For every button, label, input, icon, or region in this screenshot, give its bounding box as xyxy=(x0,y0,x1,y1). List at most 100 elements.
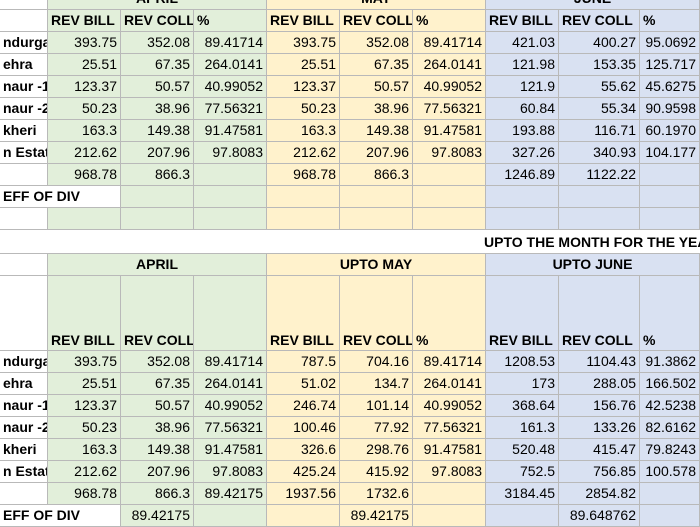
top-data-cell[interactable]: 866.3 xyxy=(340,164,413,186)
bottom-column-header[interactable]: % xyxy=(413,276,486,351)
top-blank-cell[interactable] xyxy=(559,208,640,230)
bottom-data-cell[interactable]: 207.96 xyxy=(121,461,194,483)
top-blank-cell[interactable] xyxy=(194,208,267,230)
top-data-cell[interactable]: 97.8083 xyxy=(413,142,486,164)
bottom-data-cell[interactable]: 40.99052 xyxy=(413,395,486,417)
top-data-cell[interactable] xyxy=(194,164,267,186)
top-row-label[interactable]: n Estat xyxy=(0,142,48,164)
top-data-cell[interactable]: 77.56321 xyxy=(413,98,486,120)
bottom-data-cell[interactable]: 79.8243 xyxy=(640,439,700,461)
top-data-cell[interactable]: 163.3 xyxy=(267,120,340,142)
top-data-cell[interactable]: 40.99052 xyxy=(194,76,267,98)
bottom-row-label[interactable]: ehra xyxy=(0,373,48,395)
top-data-cell[interactable]: 193.88 xyxy=(486,120,559,142)
bottom-data-cell[interactable]: 89.41714 xyxy=(194,351,267,373)
top-row-label[interactable]: ndurgar xyxy=(0,32,48,54)
bottom-data-cell[interactable]: 415.92 xyxy=(340,461,413,483)
bottom-data-cell[interactable]: 38.96 xyxy=(121,417,194,439)
bottom-eff-cell[interactable] xyxy=(486,505,559,527)
top-corner-cell[interactable] xyxy=(0,0,48,10)
top-data-cell[interactable]: 45.6275 xyxy=(640,76,700,98)
bottom-month-header[interactable]: UPTO JUNE xyxy=(486,254,700,276)
top-data-cell[interactable]: 1122.22 xyxy=(559,164,640,186)
top-data-cell[interactable]: 67.35 xyxy=(121,54,194,76)
bottom-data-cell[interactable]: 288.05 xyxy=(559,373,640,395)
top-data-cell[interactable]: 90.9598 xyxy=(640,98,700,120)
bottom-data-cell[interactable]: 212.62 xyxy=(48,461,121,483)
top-header-blank[interactable] xyxy=(0,10,48,32)
bottom-data-cell[interactable]: 40.99052 xyxy=(194,395,267,417)
top-data-cell[interactable]: 116.71 xyxy=(559,120,640,142)
top-data-cell[interactable]: 123.37 xyxy=(48,76,121,98)
top-data-cell[interactable]: 40.99052 xyxy=(413,76,486,98)
bottom-month-header[interactable]: APRIL xyxy=(48,254,267,276)
bottom-row-label[interactable]: naur -2 xyxy=(0,417,48,439)
bottom-column-header[interactable]: REV COLL xyxy=(121,276,194,351)
bottom-data-cell[interactable]: 149.38 xyxy=(121,439,194,461)
bottom-data-cell[interactable]: 326.6 xyxy=(267,439,340,461)
bottom-column-header[interactable]: REV BILL xyxy=(486,276,559,351)
bottom-data-cell[interactable]: 173 xyxy=(486,373,559,395)
top-data-cell[interactable]: 97.8083 xyxy=(194,142,267,164)
top-data-cell[interactable]: 60.1970 xyxy=(640,120,700,142)
bottom-data-cell[interactable]: 100.46 xyxy=(267,417,340,439)
bottom-data-cell[interactable]: 246.74 xyxy=(267,395,340,417)
top-data-cell[interactable]: 121.98 xyxy=(486,54,559,76)
top-data-cell[interactable]: 104.177 xyxy=(640,142,700,164)
top-data-cell[interactable]: 264.0141 xyxy=(194,54,267,76)
bottom-data-cell[interactable]: 50.57 xyxy=(121,395,194,417)
bottom-data-cell[interactable]: 166.502 xyxy=(640,373,700,395)
top-data-cell[interactable]: 393.75 xyxy=(267,32,340,54)
top-data-cell[interactable]: 327.26 xyxy=(486,142,559,164)
top-blank-cell[interactable] xyxy=(413,208,486,230)
bottom-data-cell[interactable]: 1208.53 xyxy=(486,351,559,373)
top-data-cell[interactable]: 50.57 xyxy=(121,76,194,98)
top-column-header[interactable]: REV COLL xyxy=(559,10,640,32)
bottom-eff-cell[interactable] xyxy=(413,505,486,527)
bottom-row-label[interactable] xyxy=(0,483,48,505)
bottom-data-cell[interactable]: 101.14 xyxy=(340,395,413,417)
top-data-cell[interactable]: 352.08 xyxy=(121,32,194,54)
top-data-cell[interactable]: 50.57 xyxy=(340,76,413,98)
bottom-month-header[interactable]: UPTO MAY xyxy=(267,254,486,276)
top-data-cell[interactable]: 55.34 xyxy=(559,98,640,120)
top-blank-cell[interactable] xyxy=(48,208,121,230)
bottom-data-cell[interactable]: 161.3 xyxy=(486,417,559,439)
bottom-data-cell[interactable]: 520.48 xyxy=(486,439,559,461)
bottom-data-cell[interactable]: 25.51 xyxy=(48,373,121,395)
bottom-row-label[interactable]: kheri xyxy=(0,439,48,461)
bottom-data-cell[interactable]: 968.78 xyxy=(48,483,121,505)
top-column-header[interactable]: REV BILL xyxy=(48,10,121,32)
top-data-cell[interactable]: 866.3 xyxy=(121,164,194,186)
bottom-data-cell[interactable]: 77.92 xyxy=(340,417,413,439)
top-data-cell[interactable]: 212.62 xyxy=(48,142,121,164)
top-data-cell[interactable]: 95.0692 xyxy=(640,32,700,54)
bottom-header-blank[interactable] xyxy=(0,276,48,351)
top-eff-cell[interactable] xyxy=(486,186,559,208)
bottom-data-cell[interactable]: 264.0141 xyxy=(413,373,486,395)
bottom-data-cell[interactable]: 298.76 xyxy=(340,439,413,461)
bottom-eff-cell[interactable] xyxy=(194,505,267,527)
top-column-header[interactable]: REV COLL xyxy=(121,10,194,32)
bottom-data-cell[interactable]: 756.85 xyxy=(559,461,640,483)
bottom-data-cell[interactable]: 91.3862 xyxy=(640,351,700,373)
bottom-data-cell[interactable]: 77.56321 xyxy=(194,417,267,439)
top-eff-cell[interactable] xyxy=(559,186,640,208)
bottom-row-label[interactable]: naur -1 xyxy=(0,395,48,417)
bottom-data-cell[interactable]: 393.75 xyxy=(48,351,121,373)
bottom-data-cell[interactable] xyxy=(413,483,486,505)
top-data-cell[interactable]: 25.51 xyxy=(48,54,121,76)
bottom-column-header[interactable] xyxy=(194,276,267,351)
bottom-data-cell[interactable]: 91.47581 xyxy=(194,439,267,461)
bottom-data-cell[interactable]: 42.5238 xyxy=(640,395,700,417)
bottom-data-cell[interactable]: 97.8083 xyxy=(413,461,486,483)
bottom-data-cell[interactable]: 50.23 xyxy=(48,417,121,439)
top-data-cell[interactable]: 77.56321 xyxy=(194,98,267,120)
bottom-data-cell[interactable]: 123.37 xyxy=(48,395,121,417)
bottom-eff-cell[interactable] xyxy=(267,505,340,527)
top-column-header[interactable]: % xyxy=(413,10,486,32)
bottom-column-header[interactable]: REV COLL xyxy=(559,276,640,351)
top-data-cell[interactable]: 1246.89 xyxy=(486,164,559,186)
bottom-data-cell[interactable]: 352.08 xyxy=(121,351,194,373)
top-blank-cell[interactable] xyxy=(340,208,413,230)
